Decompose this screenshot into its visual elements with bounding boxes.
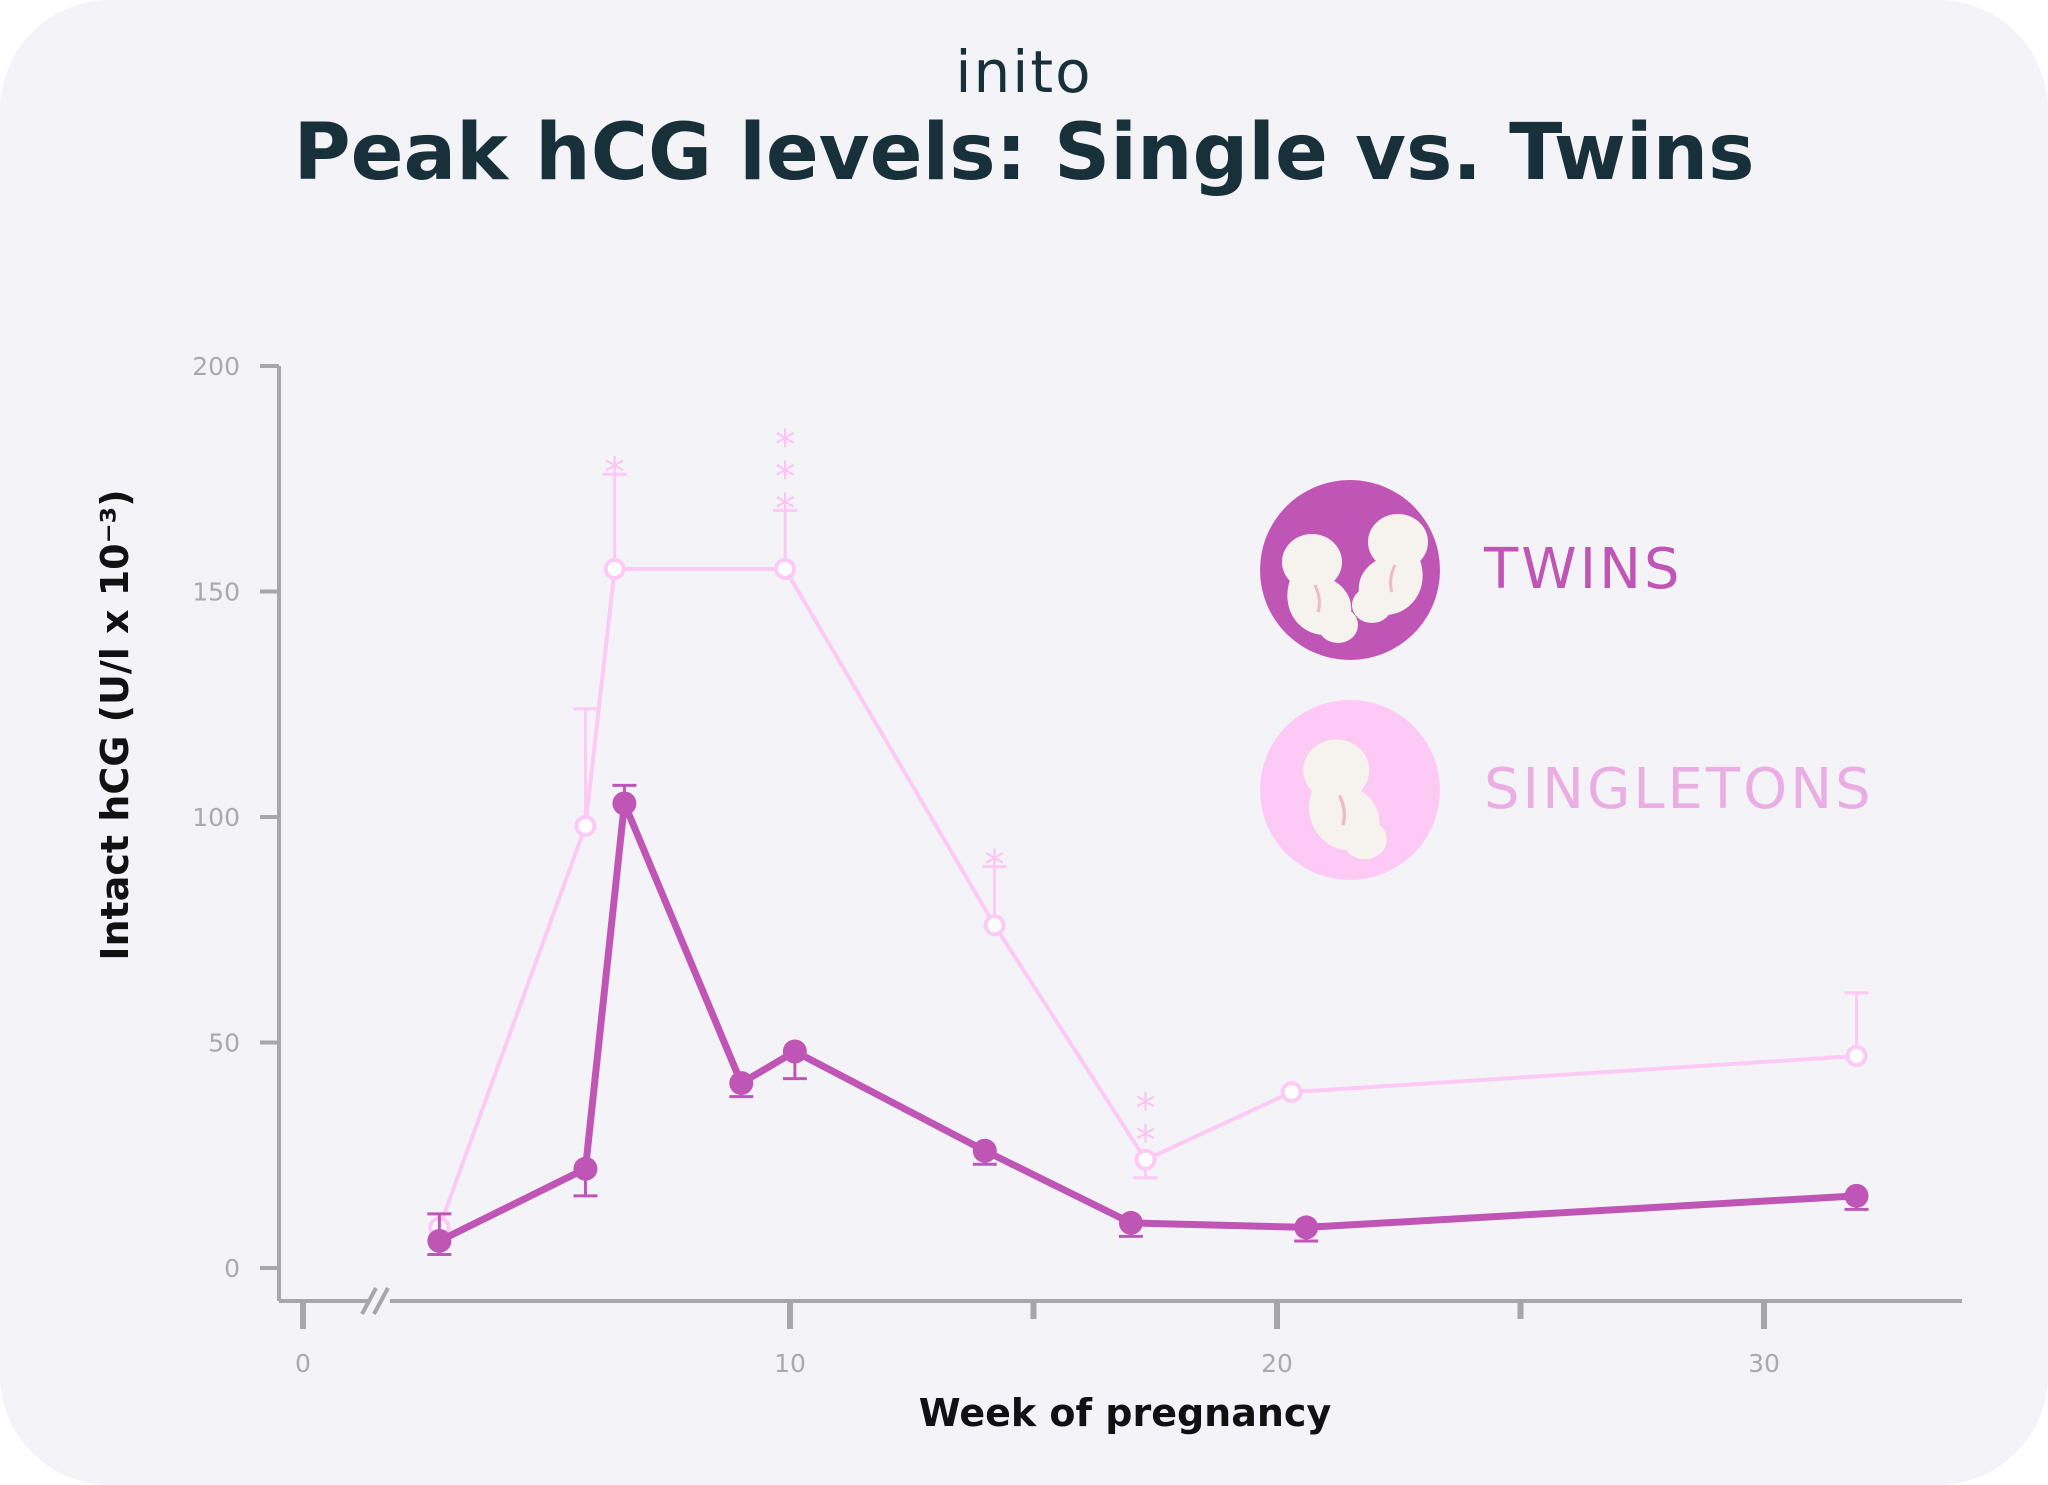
twins-point — [1118, 1210, 1143, 1235]
significance-marker: * — [775, 454, 795, 500]
singletons-line — [437, 566, 1857, 1229]
twins-point — [427, 1228, 452, 1253]
y-tick-label: 150 — [192, 578, 240, 607]
twins-point — [972, 1138, 997, 1163]
twins-point — [729, 1071, 754, 1096]
fetus-shape — [1282, 534, 1358, 643]
singletons-point — [774, 557, 797, 580]
y-axis-title: Intact hCG (U/l x 10⁻³) — [93, 489, 137, 960]
axis-break-mark — [360, 1287, 378, 1315]
twins-line — [437, 799, 1857, 1245]
y-tick-label: 200 — [192, 352, 240, 381]
x-tick-label: 30 — [1748, 1349, 1780, 1378]
single-fetus-icon — [1260, 700, 1440, 880]
y-tick-label: 50 — [208, 1029, 240, 1058]
chart-title: Peak hCG levels: Single vs. Twins — [293, 108, 1755, 198]
series-layer: ******* — [427, 422, 1869, 1256]
significance-marker: * — [605, 450, 625, 496]
y-tick-label: 0 — [224, 1254, 240, 1283]
x-axis-title: Week of pregnancy — [919, 1391, 1332, 1435]
singletons-point — [1134, 1148, 1157, 1171]
significance-marker: * — [775, 422, 795, 468]
singletons-point — [1280, 1081, 1303, 1104]
series-singletons: ******* — [428, 422, 1869, 1239]
twins-point — [612, 791, 637, 816]
fetus-shape — [1303, 739, 1387, 860]
significance-marker: * — [1136, 1086, 1156, 1132]
x-tick-label: 0 — [295, 1349, 311, 1378]
singletons-point — [983, 914, 1006, 937]
twins-point — [1844, 1183, 1869, 1208]
significance-marker: * — [985, 843, 1005, 889]
x-tick-label: 10 — [774, 1349, 806, 1378]
legend: TWINS SINGLETONS — [1260, 480, 1874, 880]
series-twins — [427, 783, 1869, 1256]
x-tick-label: 20 — [1261, 1349, 1293, 1378]
twins-point — [782, 1039, 807, 1064]
significance-marker: * — [775, 486, 795, 532]
axis-break-mark — [372, 1287, 390, 1315]
legend-label-twins: TWINS — [1483, 537, 1683, 602]
singletons-point — [603, 557, 626, 580]
significance-marker: * — [1136, 1118, 1156, 1164]
twins-point — [1294, 1215, 1319, 1240]
legend-label-singletons: SINGLETONS — [1484, 757, 1874, 822]
twins-point — [573, 1156, 598, 1181]
twin-fetuses-icon — [1260, 480, 1440, 660]
y-tick-label: 100 — [192, 803, 240, 832]
axes: 0 50 100 150 200 0 10 20 30 — [192, 352, 1962, 1378]
fetus-shape — [1352, 514, 1428, 623]
singletons-point — [574, 815, 597, 838]
brand-logo: inito — [955, 38, 1093, 106]
singletons-point — [1845, 1045, 1868, 1068]
